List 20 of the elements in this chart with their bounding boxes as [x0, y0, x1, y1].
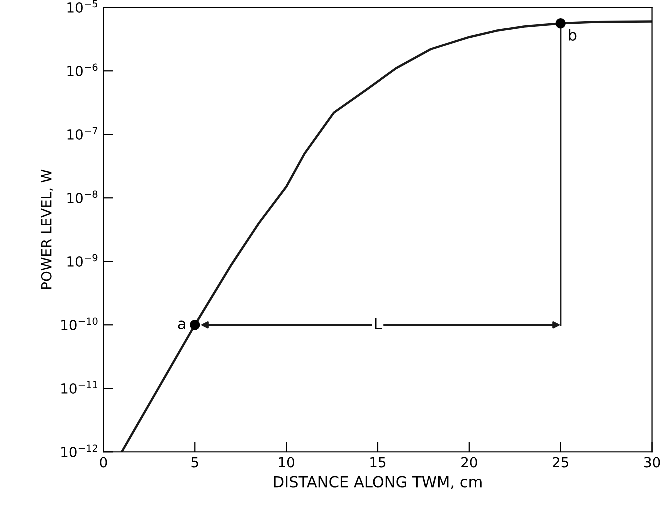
x-tick-label: 15 — [370, 457, 386, 468]
y-tick-label: 10$^{−8}$ — [68, 190, 98, 204]
y-tick-label: 10$^{−6}$ — [68, 64, 98, 76]
y-tick-label: 10$^{−7}$ — [68, 127, 98, 140]
y-tick-label: 10$^{−5}$ — [68, 0, 98, 13]
y-tick-label: 10$^{−9}$ — [68, 254, 98, 267]
x-tick-label: 25 — [553, 457, 568, 468]
y-tick-label: 10$^{−10}$ — [62, 318, 98, 330]
x-tick-label: 10 — [279, 457, 294, 468]
x-tick-label: 0 — [100, 457, 108, 468]
x-tick-label: 30 — [644, 457, 660, 468]
x-tick-label: 5 — [192, 457, 198, 468]
annotation: a — [178, 320, 186, 330]
x-axis-title: DISTANCE ALONG TWM, cm — [274, 476, 482, 490]
y-axis-title: POWER LEVEL, W — [41, 170, 54, 289]
annotation: L — [375, 318, 382, 330]
annotation: b — [569, 29, 577, 41]
x-tick-label: 20 — [462, 457, 478, 468]
y-tick-label: 10$^{−11}$ — [62, 381, 98, 394]
y-tick-label: 10$^{−12}$ — [62, 444, 98, 458]
